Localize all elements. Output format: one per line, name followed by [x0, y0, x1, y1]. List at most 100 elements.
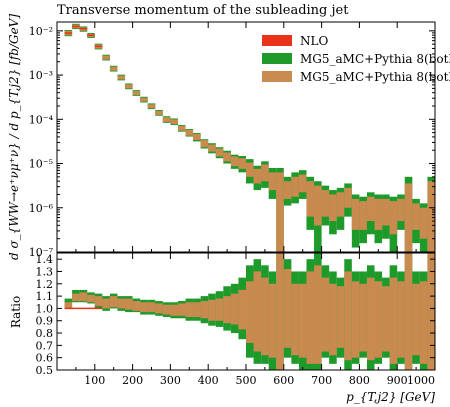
x-tick-label-9: 1000 — [407, 374, 435, 387]
band-brown-bin-44 — [397, 198, 405, 222]
band-brown-bin-42 — [382, 198, 390, 226]
x-axis-ticks: 100 200 300 400 500 600 700 800 900 1000 — [75, 22, 436, 387]
ratio-axis-label: Ratio — [9, 296, 23, 328]
band-brown-bin-14 — [170, 119, 178, 125]
band-brown-bin-41 — [374, 198, 383, 230]
ratio-brown-bin-6 — [109, 296, 118, 308]
ratio-tick-label-6: 1.1 — [36, 290, 54, 303]
band-brown-bin-22 — [230, 156, 239, 167]
y-tick-label-0: 10⁻² — [29, 25, 53, 38]
ratio-brown-bin-10 — [140, 302, 148, 313]
band-brown-bin-8 — [125, 84, 133, 89]
legend-label-mg5-both: MG5_aMC+Pythia 8(both) — [300, 70, 450, 84]
y-tick-label-1: 10⁻³ — [29, 69, 53, 82]
band-brown-bin-16 — [185, 129, 194, 136]
band-brown-bin-7 — [117, 75, 126, 80]
ratio-brown-bin-5 — [102, 298, 110, 309]
band-brown-bin-9 — [132, 91, 141, 95]
main-plot-bands — [64, 23, 435, 252]
band-brown-bin-38 — [351, 198, 360, 230]
ratio-brown-bin-27 — [268, 283, 277, 358]
ratio-brown-bin-18 — [200, 301, 209, 319]
band-brown-bin-39 — [359, 201, 367, 230]
ratio-tick-label-3: 0.8 — [36, 327, 54, 340]
x-tick-label-5: 600 — [273, 374, 294, 387]
y-tick-label-3: 10⁻⁵ — [29, 158, 53, 171]
band-brown-bin-30 — [291, 176, 299, 197]
ratio-brown-bin-17 — [193, 302, 201, 318]
band-brown-bin-35 — [329, 194, 337, 222]
band-brown-bin-21 — [223, 152, 231, 162]
band-brown-bin-5 — [102, 55, 110, 60]
band-brown-bin-25 — [253, 168, 262, 184]
ratio-brown-bin-9 — [132, 301, 141, 311]
ratio-tick-label-5: 1.0 — [36, 302, 54, 315]
ratio-brown-bin-46 — [412, 283, 420, 356]
ratio-tick-label-9: 1.4 — [36, 253, 54, 266]
ratio-brown-bin-0 — [64, 302, 73, 309]
ratio-brown-bin-19 — [208, 299, 216, 321]
ratio-brown-bin-43 — [389, 277, 398, 364]
ratio-brown-bin-21 — [223, 296, 231, 324]
band-brown-bin-28 — [276, 172, 284, 252]
y-tick-label-4: 10⁻⁶ — [29, 202, 54, 215]
ratio-brown-bin-2 — [79, 292, 88, 302]
band-brown-bin-19 — [208, 144, 216, 152]
x-tick-label-2: 300 — [160, 374, 181, 387]
band-brown-bin-37 — [344, 187, 352, 208]
band-brown-bin-33 — [314, 185, 322, 226]
y-axis-label: d σ_{WW→e⁺νμ⁺ν} / d p_{T,j2} [fb/GeV] — [7, 14, 21, 260]
ratio-brown-bin-20 — [215, 298, 224, 321]
ratio-brown-bin-35 — [329, 283, 337, 356]
ratio-brown-bin-31 — [298, 283, 307, 358]
band-brown-bin-15 — [177, 125, 186, 131]
ratio-brown-bin-41 — [374, 281, 383, 358]
band-brown-bin-48 — [427, 181, 435, 252]
ratio-tick-label-1: 0.6 — [36, 352, 54, 365]
ratio-tick-label-2: 0.7 — [36, 339, 54, 352]
band-brown-bin-13 — [162, 117, 171, 122]
ratio-brown-bin-34 — [321, 277, 330, 352]
band-brown-bin-12 — [155, 110, 163, 115]
ratio-plot: 0.50.60.70.80.91.01.11.21.31.4 — [36, 252, 436, 377]
legend-swatch-mg5-both — [262, 71, 292, 82]
ratio-brown-bin-36 — [336, 286, 345, 348]
x-tick-label-8: 900 — [387, 374, 408, 387]
ratio-brown-bin-26 — [261, 277, 269, 356]
band-brown-bin-26 — [261, 164, 269, 182]
ratio-brown-bin-29 — [283, 269, 292, 348]
band-brown-bin-34 — [321, 190, 330, 217]
band-brown-bin-40 — [366, 196, 375, 222]
ratio-brown-bin-40 — [366, 277, 375, 361]
x-axis-label: p_{T,j2} [GeV] — [346, 390, 435, 404]
ratio-brown-bin-45 — [404, 253, 413, 370]
band-brown-bin-24 — [246, 162, 254, 177]
band-brown-bin-45 — [404, 183, 413, 252]
ratio-brown-bin-39 — [359, 283, 367, 352]
x-tick-label-0: 100 — [84, 374, 105, 387]
band-brown-bin-11 — [147, 104, 156, 109]
y-tick-label-5: 10⁻⁷ — [29, 246, 54, 259]
ratio-brown-bin-23 — [238, 289, 246, 330]
band-brown-bin-32 — [306, 181, 315, 217]
band-brown-bin-36 — [336, 192, 345, 217]
ratio-brown-bin-12 — [155, 303, 163, 314]
band-brown-bin-47 — [419, 207, 428, 239]
ratio-brown-bin-33 — [314, 265, 322, 364]
ratio-brown-bin-11 — [147, 302, 156, 313]
legend-swatch-mg5-minus — [262, 53, 292, 64]
ratio-brown-bin-14 — [170, 304, 178, 316]
x-tick-label-3: 400 — [198, 374, 219, 387]
ratio-brown-bin-1 — [72, 293, 80, 302]
band-brown-bin-31 — [298, 174, 307, 193]
ratio-brown-bin-47 — [419, 281, 428, 364]
legend: NLO MG5_aMC+Pythia 8(both- MG5_aMC+Pythi… — [262, 34, 450, 84]
ratio-plot-bands — [64, 253, 435, 370]
legend-label-mg5-minus: MG5_aMC+Pythia 8(both- — [300, 52, 450, 66]
ratio-tick-label-0: 0.5 — [36, 364, 54, 377]
ratio-brown-bin-25 — [253, 271, 262, 352]
band-brown-bin-18 — [200, 140, 209, 148]
ratio-brown-bin-24 — [246, 281, 254, 343]
band-brown-bin-10 — [140, 97, 148, 102]
